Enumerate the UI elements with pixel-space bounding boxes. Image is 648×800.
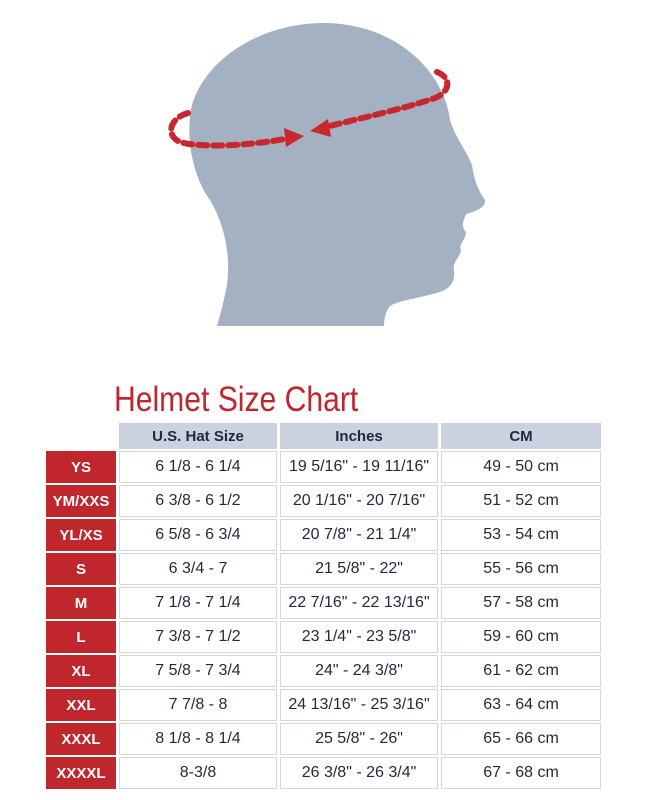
table-row: YS 6 1/8 - 6 1/4 19 5/16" - 19 11/16" 49 - … xyxy=(46,451,601,483)
hat-size-cell: 6 3/4 - 7 xyxy=(119,553,277,585)
cm-cell: 63 - 64 cm xyxy=(441,689,601,721)
inches-cell: 23 1/4" - 23 5/8" xyxy=(280,621,438,653)
hat-size-cell: 8 1/8 - 8 1/4 xyxy=(119,723,277,755)
size-label: YM/XXS xyxy=(46,485,116,517)
hat-size-cell: 7 5/8 - 7 3/4 xyxy=(119,655,277,687)
header-inches: Inches xyxy=(280,423,438,449)
size-table: U.S. Hat Size Inches CM YS 6 1/8 - 6 1/4 1… xyxy=(43,421,604,791)
cm-cell: 49 - 50 cm xyxy=(441,451,601,483)
inches-cell: 26 3/8" - 26 3/4" xyxy=(280,757,438,789)
size-label: XXXL xyxy=(46,723,116,755)
header-hat-size: U.S. Hat Size xyxy=(119,423,277,449)
measuring-tape-dashed-arrows xyxy=(168,69,451,149)
table-row: XXXL 8 1/8 - 8 1/4 25 5/8" - 26" 65 - 66 cm xyxy=(46,723,601,755)
inches-cell: 24 13/16" - 25 3/16" xyxy=(280,689,438,721)
cm-cell: 65 - 66 cm xyxy=(441,723,601,755)
cm-cell: 61 - 62 cm xyxy=(441,655,601,687)
table-row: XXXXL 8-3/8 26 3/8" - 26 3/4" 67 - 68 cm xyxy=(46,757,601,789)
cm-cell: 57 - 58 cm xyxy=(441,587,601,619)
size-label: XL xyxy=(46,655,116,687)
hat-size-cell: 8-3/8 xyxy=(119,757,277,789)
hat-size-cell: 6 3/8 - 6 1/2 xyxy=(119,485,277,517)
hat-size-cell: 6 5/8 - 6 3/4 xyxy=(119,519,277,551)
chart-title: Helmet Size Chart xyxy=(114,380,359,419)
hat-size-cell: 6 1/8 - 6 1/4 xyxy=(119,451,277,483)
table-row: XL 7 5/8 - 7 3/4 24" - 24 3/8" 61 - 62 cm xyxy=(46,655,601,687)
size-label: M xyxy=(46,587,116,619)
cm-cell: 67 - 68 cm xyxy=(441,757,601,789)
table-row: YL/XS 6 5/8 - 6 3/4 20 7/8" - 21 1/4" 53 - … xyxy=(46,519,601,551)
cm-cell: 51 - 52 cm xyxy=(441,485,601,517)
header-blank xyxy=(46,423,116,449)
size-label: XXXXL xyxy=(46,757,116,789)
inches-cell: 22 7/16" - 22 13/16" xyxy=(280,587,438,619)
hat-size-cell: 7 7/8 - 8 xyxy=(119,689,277,721)
table-row: YM/XXS 6 3/8 - 6 1/2 20 1/16" - 20 7/16" 51… xyxy=(46,485,601,517)
inches-cell: 24" - 24 3/8" xyxy=(280,655,438,687)
head-silhouette-icon xyxy=(189,22,486,326)
header-cm: CM xyxy=(441,423,601,449)
inches-cell: 25 5/8" - 26" xyxy=(280,723,438,755)
table-row: XXL 7 7/8 - 8 24 13/16" - 25 3/16" 63 - 64 … xyxy=(46,689,601,721)
inches-cell: 20 1/16" - 20 7/16" xyxy=(280,485,438,517)
head-measurement-illustration xyxy=(168,22,486,326)
hat-size-cell: 7 1/8 - 7 1/4 xyxy=(119,587,277,619)
size-label: L xyxy=(46,621,116,653)
inches-cell: 21 5/8" - 22" xyxy=(280,553,438,585)
size-label: YL/XS xyxy=(46,519,116,551)
size-label: S xyxy=(46,553,116,585)
arrow-left-icon xyxy=(310,119,331,137)
arrow-right-icon xyxy=(284,128,304,147)
cm-cell: 53 - 54 cm xyxy=(441,519,601,551)
size-label: XXL xyxy=(46,689,116,721)
inches-cell: 19 5/16" - 19 11/16" xyxy=(280,451,438,483)
hat-size-cell: 7 3/8 - 7 1/2 xyxy=(119,621,277,653)
cm-cell: 59 - 60 cm xyxy=(441,621,601,653)
cm-cell: 55 - 56 cm xyxy=(441,553,601,585)
size-label: YS xyxy=(46,451,116,483)
inches-cell: 20 7/8" - 21 1/4" xyxy=(280,519,438,551)
table-header-row: U.S. Hat Size Inches CM xyxy=(46,423,601,449)
